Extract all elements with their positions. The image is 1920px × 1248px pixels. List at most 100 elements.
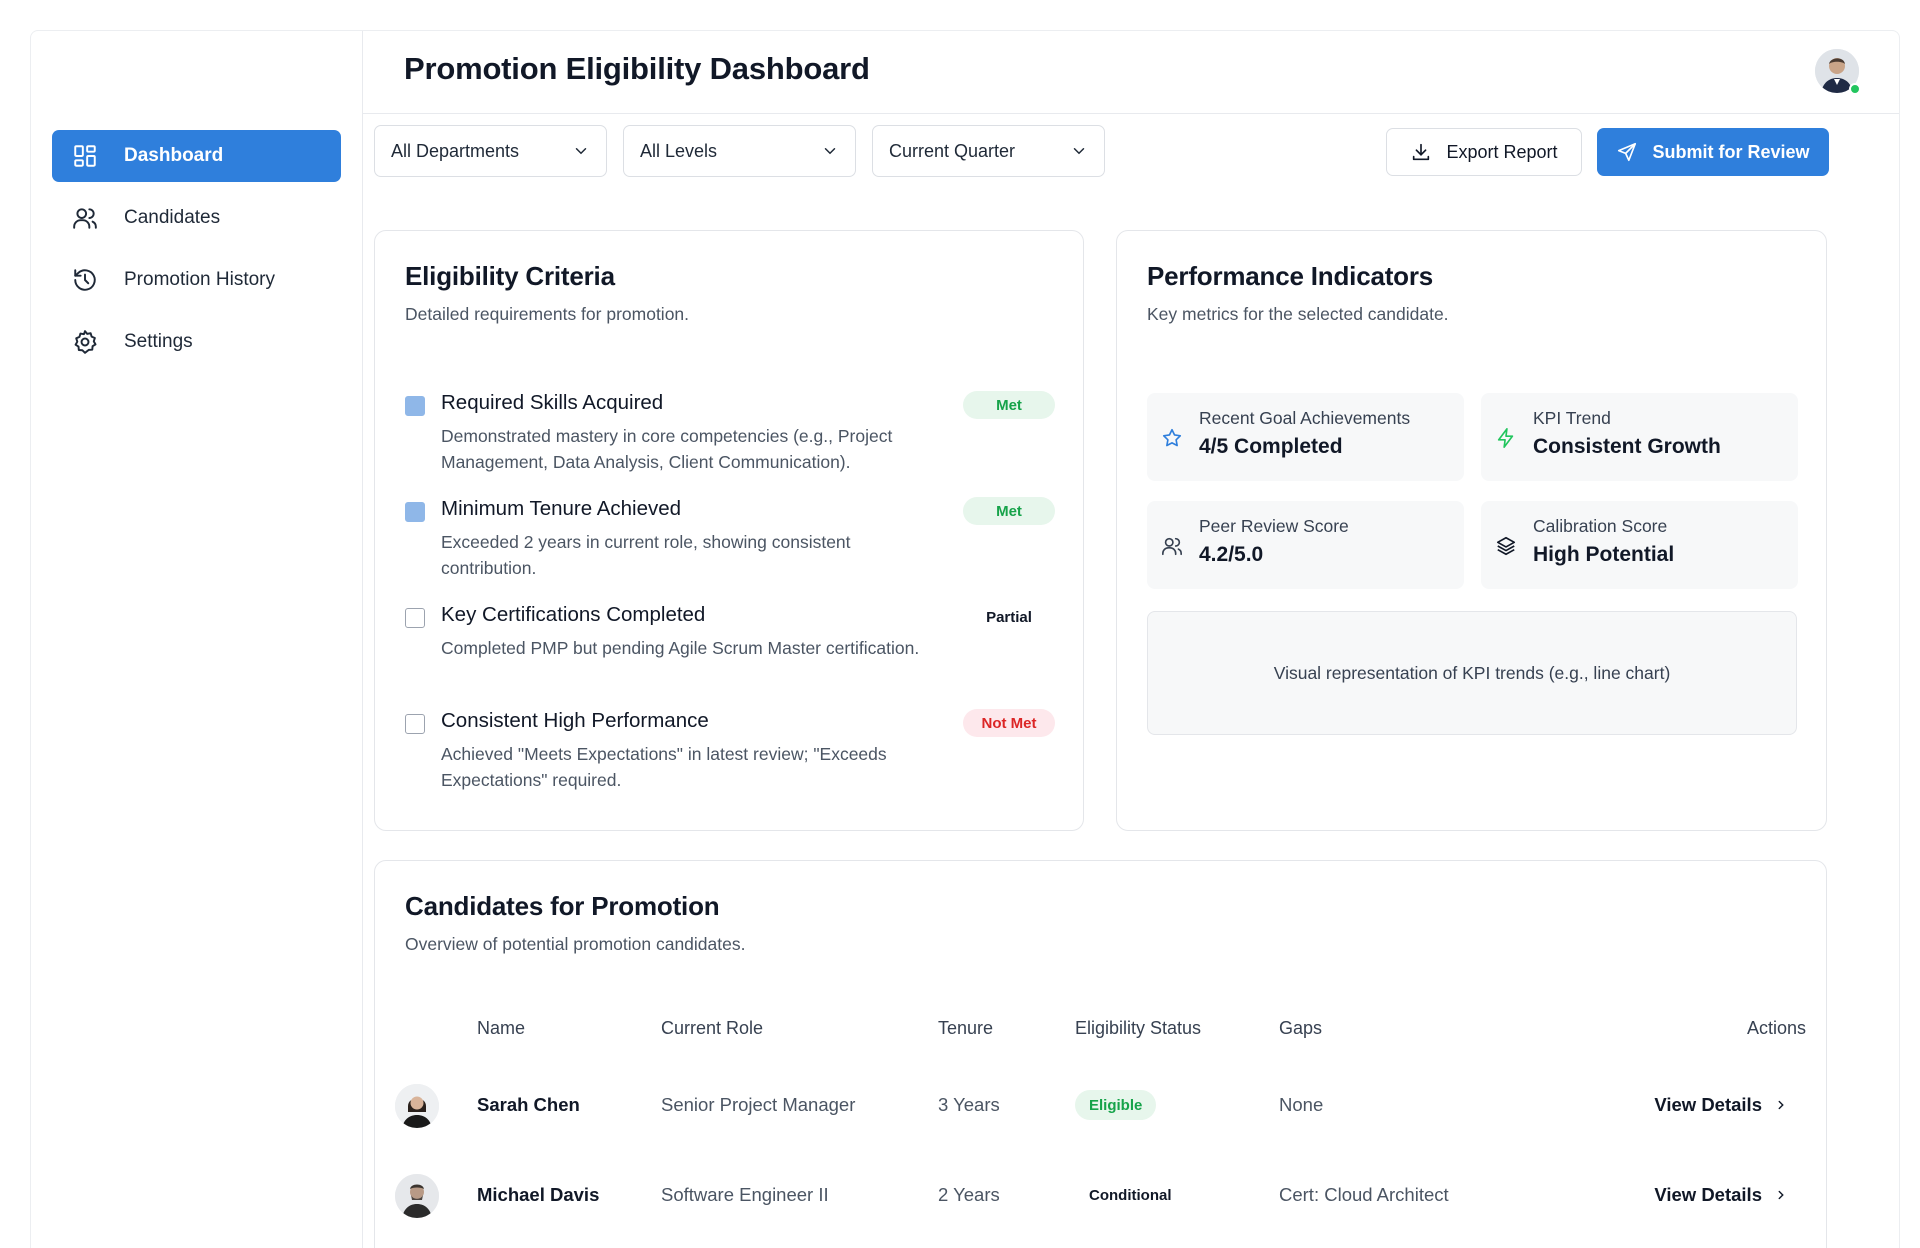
metric-label: KPI Trend <box>1533 408 1611 428</box>
criterion-item: Key Certifications Completed Completed P… <box>405 603 1055 693</box>
metric-value: High Potential <box>1533 543 1675 566</box>
view-details-button[interactable]: View Details <box>1654 1184 1788 1206</box>
criterion-description: Completed PMP but pending Agile Scrum Ma… <box>441 638 920 658</box>
users-icon <box>1162 537 1182 556</box>
column-header-name: Name <box>477 1018 526 1038</box>
top-header: Promotion Eligibility Dashboard <box>363 31 1899 114</box>
table-row: Sarah Chen Senior Project Manager 3 Year… <box>375 1061 1826 1151</box>
status-badge: Met <box>963 391 1055 419</box>
criterion-item: Required Skills Acquired Demonstrated ma… <box>405 391 1055 481</box>
candidates-card: Candidates for Promotion Overview of pot… <box>374 860 1827 1248</box>
chevron-right-icon <box>1778 1190 1784 1200</box>
candidate-name: Michael Davis <box>477 1184 600 1205</box>
criterion-checkbox[interactable] <box>405 608 425 628</box>
filter-bar: All Departments All Levels Current Quart… <box>374 125 1105 177</box>
submit-for-review-button[interactable]: Submit for Review <box>1597 128 1829 176</box>
card-title: Eligibility Criteria <box>405 261 615 291</box>
send-icon <box>1618 142 1637 162</box>
criterion-title: Minimum Tenure Achieved <box>441 497 682 520</box>
avatar[interactable] <box>1815 49 1859 93</box>
column-header-gaps: Gaps <box>1279 1018 1323 1038</box>
kpi-chart-placeholder: Visual representation of KPI trends (e.g… <box>1147 611 1797 735</box>
avatar <box>395 1084 439 1128</box>
sidebar-item-label: Dashboard <box>124 145 224 166</box>
sidebar-item-label: Settings <box>124 331 193 352</box>
criterion-checkbox[interactable] <box>405 396 425 416</box>
column-header-tenure: Tenure <box>938 1018 994 1038</box>
view-details-label: View Details <box>1654 1094 1762 1115</box>
kpi-chart-placeholder-text: Visual representation of KPI trends (e.g… <box>1273 662 1671 683</box>
online-status-dot <box>1849 83 1861 95</box>
department-select-value: All Departments <box>391 140 520 161</box>
history-icon <box>74 269 96 291</box>
criterion-checkbox[interactable] <box>405 714 425 734</box>
layers-icon <box>1496 536 1516 556</box>
criterion-item: Minimum Tenure Achieved Exceeded 2 years… <box>405 497 1055 587</box>
chevron-right-icon <box>1778 1100 1784 1110</box>
users-icon <box>73 208 97 229</box>
candidate-photo <box>395 1084 439 1128</box>
user-avatar-image <box>1815 49 1859 93</box>
performance-indicators-card: Performance Indicators Key metrics for t… <box>1116 230 1827 831</box>
level-select-value: All Levels <box>640 140 718 161</box>
card-title: Candidates for Promotion <box>405 891 720 921</box>
submit-for-review-label: Submit for Review <box>1652 141 1810 162</box>
page-title: Promotion Eligibility Dashboard <box>404 51 870 86</box>
candidate-role: Software Engineer II <box>661 1184 829 1205</box>
export-report-button[interactable]: Export Report <box>1386 128 1582 176</box>
metric-kpi-trend: KPI Trend Consistent Growth <box>1481 393 1798 481</box>
card-subtitle: Detailed requirements for promotion. <box>405 304 690 324</box>
column-header-eligibility-status: Eligibility Status <box>1075 1018 1202 1038</box>
candidate-name: Sarah Chen <box>477 1094 580 1115</box>
candidate-gaps: None <box>1279 1094 1324 1115</box>
metric-value: Consistent Growth <box>1533 435 1721 458</box>
avatar <box>395 1174 439 1218</box>
status-badge: Met <box>963 497 1055 525</box>
status-badge: Conditional <box>1089 1186 1172 1204</box>
card-subtitle: Overview of potential promotion candidat… <box>405 934 746 954</box>
metric-value: 4.2/5.0 <box>1199 543 1264 566</box>
department-select[interactable]: All Departments <box>374 125 607 177</box>
criterion-checkbox[interactable] <box>405 502 425 522</box>
chevron-down-icon <box>1073 148 1085 155</box>
column-header-current-role: Current Role <box>661 1018 764 1038</box>
criterion-description: Demonstrated mastery in core competencie… <box>441 426 893 472</box>
criterion-description: Achieved "Meets Expectations" in latest … <box>441 744 887 790</box>
view-details-label: View Details <box>1654 1184 1762 1205</box>
export-report-label: Export Report <box>1446 141 1558 162</box>
sidebar-item-promotion-history[interactable]: Promotion History <box>52 254 341 306</box>
status-badge: Not Met <box>963 709 1055 737</box>
criterion-title: Required Skills Acquired <box>441 391 664 414</box>
eligibility-criteria-card: Eligibility Criteria Detailed requiremen… <box>374 230 1084 831</box>
sidebar-item-candidates[interactable]: Candidates <box>52 192 341 244</box>
metric-peer-review-score: Peer Review Score 4.2/5.0 <box>1147 501 1464 589</box>
star-icon <box>1162 428 1182 447</box>
candidate-photo <box>395 1174 439 1218</box>
candidate-tenure: 3 Years <box>938 1094 1000 1115</box>
sidebar-item-label: Promotion History <box>124 269 275 290</box>
sidebar-item-label: Candidates <box>124 207 221 228</box>
period-select-value: Current Quarter <box>889 140 1016 161</box>
metric-label: Peer Review Score <box>1199 516 1349 536</box>
column-header-actions: Actions <box>1746 1018 1806 1038</box>
chevron-down-icon <box>824 148 836 155</box>
status-badge: Eligible <box>1075 1090 1157 1120</box>
download-icon <box>1413 143 1430 161</box>
metric-label: Calibration Score <box>1533 516 1668 536</box>
sidebar-item-settings[interactable]: Settings <box>52 316 341 368</box>
view-details-button[interactable]: View Details <box>1654 1094 1788 1116</box>
lightning-icon <box>1497 428 1514 448</box>
level-select[interactable]: All Levels <box>623 125 856 177</box>
metric-goal-achievements: Recent Goal Achievements 4/5 Completed <box>1147 393 1464 481</box>
table-row: Michael Davis Software Engineer II 2 Yea… <box>375 1151 1826 1241</box>
metric-label: Recent Goal Achievements <box>1199 408 1411 428</box>
sidebar-item-dashboard[interactable]: Dashboard <box>52 130 341 182</box>
candidate-gaps: Cert: Cloud Architect <box>1279 1184 1449 1205</box>
status-badge: Partial <box>986 608 1032 626</box>
criterion-title: Key Certifications Completed <box>441 603 706 626</box>
gear-icon <box>74 330 97 354</box>
dashboard-icon <box>74 145 96 167</box>
period-select[interactable]: Current Quarter <box>872 125 1105 177</box>
sidebar: Dashboard Candidates Promotion History S… <box>31 31 363 1248</box>
candidate-role: Senior Project Manager <box>661 1094 856 1115</box>
